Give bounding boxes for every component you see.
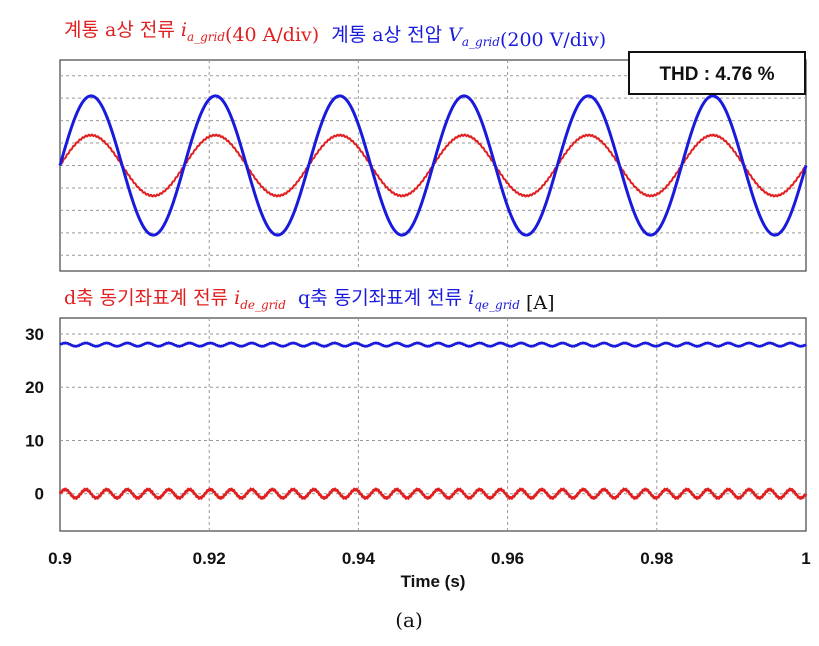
title-part: d축 동기좌표계 전류 — [64, 287, 234, 309]
bottom-series-line — [59, 341, 807, 348]
title-part: [A] — [520, 292, 555, 314]
figure-caption: (a) — [395, 608, 423, 632]
y-tick-label: 30 — [25, 325, 44, 344]
top-chart-title: 계통 a상 전류 ia_grid(40 A/div) 계통 a상 전압 Va_g… — [64, 19, 606, 51]
x-tick-label: 1 — [801, 549, 810, 568]
title-part: qe_grid — [474, 298, 520, 312]
thd-label: THD : 4.76 % — [659, 64, 774, 85]
y-tick-label: 0 — [35, 485, 44, 504]
thd-annotation: THD : 4.76 % — [628, 51, 806, 95]
title-part: (200 V/div) — [500, 29, 606, 51]
bottom-y-ticks: 30 20 10 0 — [25, 325, 44, 504]
x-axis-label: Time (s) — [401, 572, 466, 591]
title-part: (40 A/div) — [225, 24, 319, 46]
bottom-plot-frame — [59, 317, 807, 532]
title-part: V — [448, 24, 464, 46]
top-series-line — [58, 94, 808, 237]
bottom-series-line — [58, 487, 808, 501]
title-part: 계통 a상 전류 — [64, 19, 181, 41]
bottom-chart-title: d축 동기좌표계 전류 ide_grid q축 동기좌표계 전류 iqe_gri… — [64, 287, 555, 314]
title-part: de_grid — [240, 298, 286, 312]
y-tick-label: 20 — [25, 378, 44, 397]
title-part: a_grid — [187, 30, 225, 44]
title-part: i — [234, 287, 240, 309]
x-tick-label: 0.98 — [640, 549, 673, 568]
top-series — [58, 94, 808, 237]
x-tick-label: 0.96 — [491, 549, 524, 568]
bottom-series — [58, 341, 808, 501]
x-tick-label: 0.94 — [342, 549, 376, 568]
title-part: q축 동기좌표계 전류 — [298, 287, 468, 309]
x-tick-label: 0.9 — [48, 549, 72, 568]
x-tick-label: 0.92 — [193, 549, 226, 568]
thd-box — [628, 51, 806, 95]
title-part: a_grid — [462, 35, 500, 49]
title-part: 계통 a상 전압 — [331, 24, 448, 46]
bottom-plot: 30 20 10 0 0.9 0.92 0.94 0.96 0.98 1 — [25, 317, 811, 568]
bottom-x-ticks: 0.9 0.92 0.94 0.96 0.98 1 — [48, 549, 811, 568]
title-part: i — [468, 287, 474, 309]
top-plot — [58, 59, 808, 272]
y-tick-label: 10 — [25, 431, 44, 450]
title-part: i — [181, 19, 187, 41]
